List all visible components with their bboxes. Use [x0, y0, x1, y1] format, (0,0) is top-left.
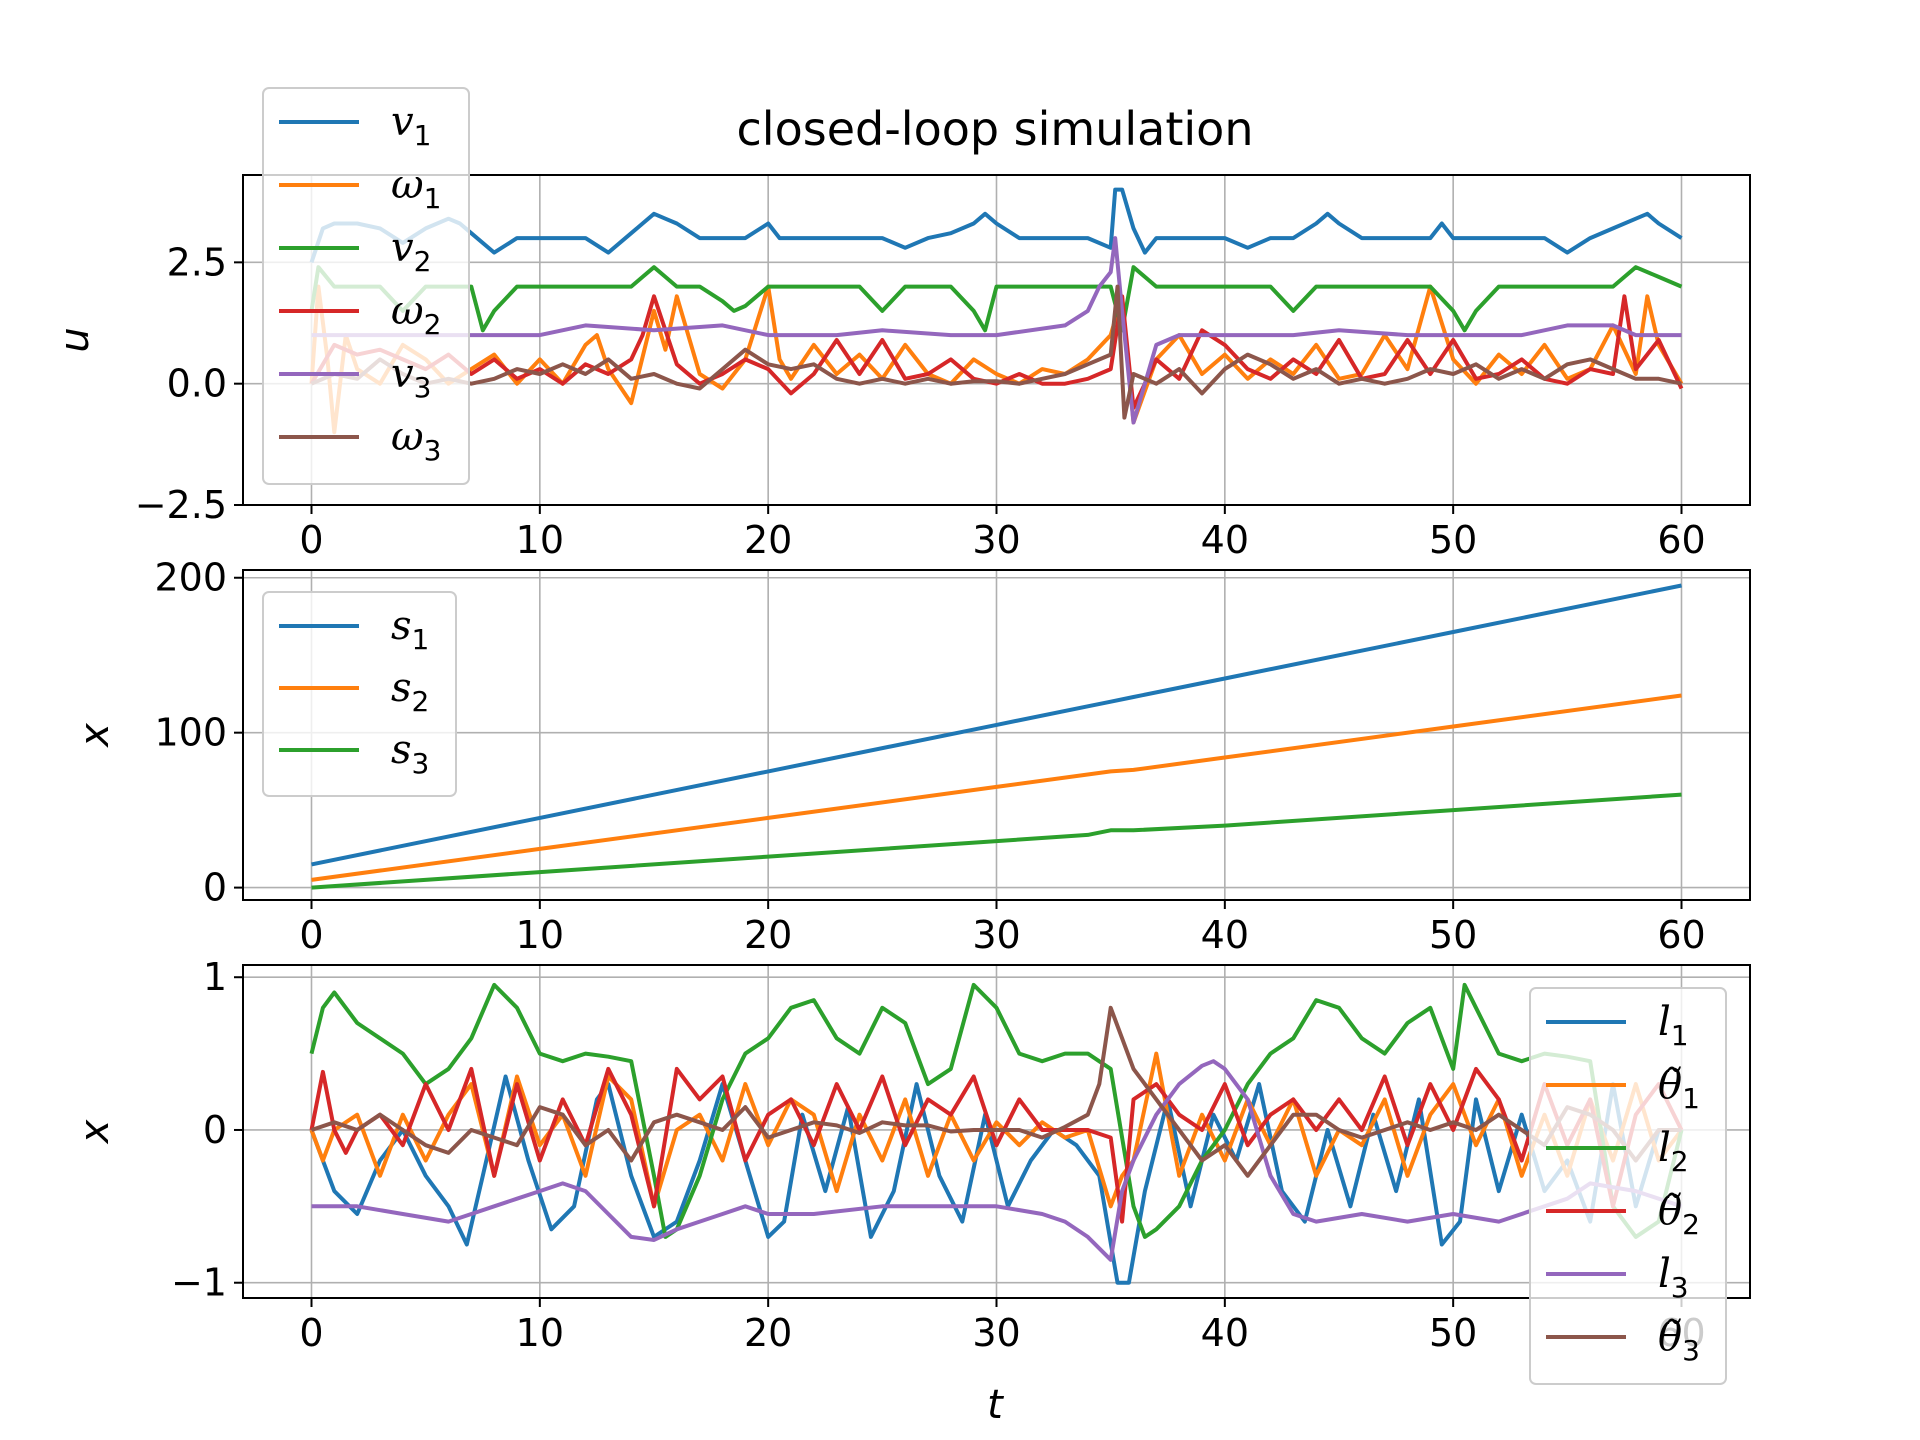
- legend-box: [1529, 987, 1727, 1385]
- series-line-6: [310, 284, 1682, 420]
- series-line-1: [309, 187, 1683, 264]
- x-tick-label: 40: [1201, 913, 1249, 957]
- series-line-3: [309, 982, 1684, 1239]
- y-tick-label: −1: [171, 1261, 227, 1305]
- legend-entry: v3: [391, 351, 431, 404]
- series-line-1: [309, 1074, 1682, 1285]
- series-group: [309, 982, 1684, 1285]
- y-tick-label: 2.5: [167, 240, 227, 284]
- y-tick-label: 200: [154, 556, 227, 600]
- x-tick-label: 60: [1657, 913, 1705, 957]
- legend-entry: l2: [1658, 1125, 1689, 1178]
- legend: v1 ω1 v2 ω2 v3 ω3: [262, 87, 470, 485]
- legend-entry: l1: [1658, 999, 1689, 1052]
- x-tick-label: 0: [299, 518, 323, 562]
- y-tick-label: 100: [154, 711, 227, 755]
- series-line-3: [309, 265, 1683, 333]
- x-axis-label: t: [987, 1382, 1004, 1428]
- series-line-4: [309, 1066, 1684, 1224]
- series-line-4: [309, 294, 1684, 410]
- y-tick-label: 0: [203, 1108, 227, 1152]
- x-tick-label: 40: [1201, 1311, 1249, 1355]
- legend: s1 s2 s3: [262, 591, 457, 797]
- legend-entry: θ̃2: [1658, 1188, 1700, 1241]
- x-tick-label: 50: [1429, 913, 1477, 957]
- legend-entry: θ̃3: [1658, 1314, 1700, 1367]
- x-tick-label: 20: [744, 913, 792, 957]
- series-line-6: [310, 1005, 1682, 1178]
- series-group: [309, 187, 1684, 435]
- y-tick-label: 0: [203, 866, 227, 910]
- x-tick-label: 10: [516, 913, 564, 957]
- x-tick-label: 50: [1429, 1311, 1477, 1355]
- series-line-1: [311, 583, 1682, 867]
- x-tick-label: 10: [516, 518, 564, 562]
- legend-entry: ω2: [391, 288, 441, 341]
- x-tick-label: 20: [744, 518, 792, 562]
- series-line-2: [311, 693, 1682, 882]
- y-axis-label: x: [72, 723, 118, 749]
- x-tick-label: 60: [1657, 518, 1705, 562]
- legend-entry: s1: [391, 603, 429, 656]
- series-line-5: [311, 236, 1682, 425]
- x-tick-label: 50: [1429, 518, 1477, 562]
- y-tick-label: 0.0: [167, 362, 227, 406]
- legend-entry: θ̃1: [1658, 1062, 1700, 1115]
- legend-entry: ω1: [391, 162, 441, 215]
- subplot-2: 0 10 20 30 40 50 60 0 100 200 x s1 s2 s3: [72, 556, 1751, 957]
- legend-entry: s3: [391, 727, 429, 780]
- series-line-2: [309, 1051, 1684, 1209]
- x-tick-label: 30: [972, 518, 1020, 562]
- y-axis-label: u: [52, 327, 98, 352]
- x-tick-label: 40: [1201, 518, 1249, 562]
- y-tick-label: 1: [203, 955, 227, 999]
- legend-entry: ω3: [391, 414, 441, 467]
- legend-box: [262, 87, 470, 485]
- x-tick-label: 0: [299, 1311, 323, 1355]
- legend-entry: l3: [1658, 1251, 1689, 1304]
- y-tick-label: −2.5: [135, 483, 227, 527]
- chart-title: closed-loop simulation: [737, 102, 1254, 156]
- series-group: [311, 583, 1682, 890]
- x-tick-label: 30: [972, 913, 1020, 957]
- x-tick-label: 20: [744, 1311, 792, 1355]
- y-axis-label: x: [72, 1119, 118, 1145]
- subplot-1: 0 10 20 30 40 50 60 −2.5 0.0 2.5 u v1 ω1 v2 ω2 v3 ω3: [52, 87, 1751, 562]
- legend-entry: s2: [391, 665, 429, 718]
- legend-box: [262, 591, 457, 797]
- x-tick-label: 30: [972, 1311, 1020, 1355]
- x-tick-label: 0: [299, 913, 323, 957]
- legend-entry: v1: [391, 99, 431, 152]
- series-line-5: [311, 1059, 1683, 1262]
- x-tick-label: 10: [516, 1311, 564, 1355]
- legend: l1 θ̃1 l2 θ̃2 l3 θ̃3: [1529, 987, 1727, 1385]
- legend-entry: v2: [391, 225, 431, 278]
- series-line-3: [311, 792, 1682, 890]
